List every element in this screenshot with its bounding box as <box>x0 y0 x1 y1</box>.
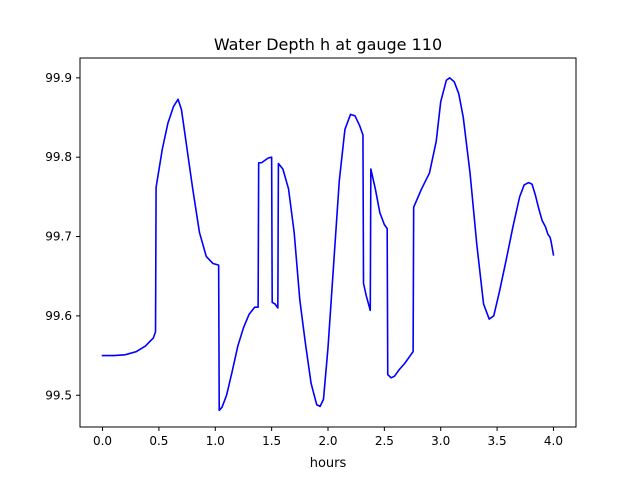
chart-title: Water Depth h at gauge 110 <box>214 35 442 54</box>
y-tick-label: 99.6 <box>45 309 72 323</box>
y-tick-label: 99.8 <box>45 150 72 164</box>
y-tick-label: 99.9 <box>45 71 72 85</box>
series-line-0 <box>101 77 555 412</box>
x-tick-label: 4.0 <box>544 434 563 448</box>
y-tick-label: 99.7 <box>45 230 72 244</box>
plot-area <box>101 77 555 412</box>
x-tick-label: 3.0 <box>431 434 450 448</box>
x-tick-label: 1.0 <box>206 434 225 448</box>
x-axis-label: hours <box>310 456 347 471</box>
x-tick-label: 2.0 <box>318 434 337 448</box>
x-tick-label: 0.0 <box>93 434 112 448</box>
axes: 0.0 0.5 1.0 1.5 2.0 2.5 3.0 3.5 4.0 99.5 99.6 99.7 9… <box>45 57 577 448</box>
y-tick-label: 99.5 <box>45 388 72 402</box>
x-tick-label: 0.5 <box>149 434 168 448</box>
x-tick-label: 1.5 <box>262 434 281 448</box>
x-tick-label: 3.5 <box>488 434 507 448</box>
x-tick-label: 2.5 <box>375 434 394 448</box>
